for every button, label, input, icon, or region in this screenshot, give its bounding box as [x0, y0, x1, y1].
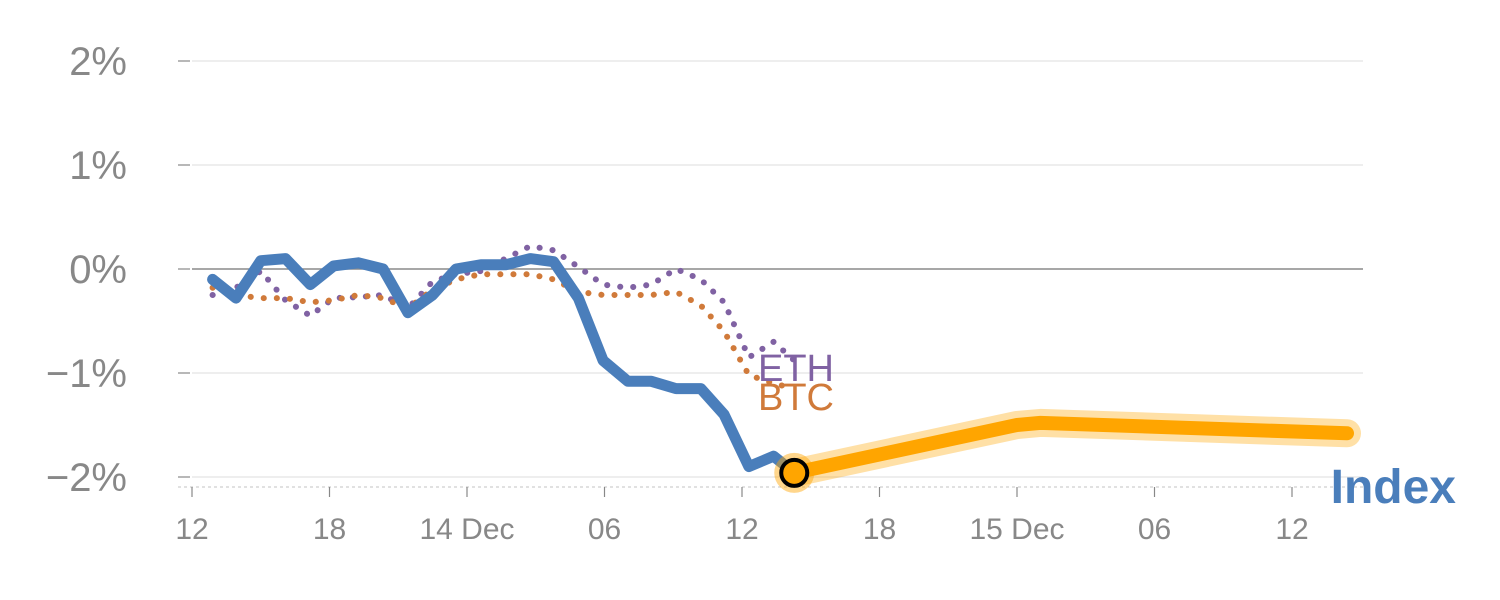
x-tick-label: 14 Dec — [419, 513, 514, 546]
y-tick-label: −2% — [46, 456, 127, 500]
forecast-band — [787, 415, 1354, 480]
eth-line — [209, 243, 798, 364]
index-line — [207, 253, 800, 479]
y-tick-label: −1% — [46, 352, 127, 396]
y-tick-label: 0% — [69, 248, 127, 292]
x-tick-label: 06 — [588, 513, 621, 546]
btc-line — [209, 271, 798, 392]
index-label: Index — [1331, 461, 1457, 514]
y-axis: 2% 1% 0% −1% −2% — [46, 40, 190, 500]
series-layer — [207, 243, 1361, 493]
y-tick-label: 1% — [69, 144, 127, 188]
x-axis: 12 18 14 Dec 06 12 18 15 Dec 06 12 — [175, 486, 1363, 546]
x-tick-label: 15 Dec — [969, 513, 1064, 546]
eth-label: ETH — [758, 348, 834, 390]
x-tick-label: 12 — [175, 513, 208, 546]
x-tick-label: 18 — [863, 513, 896, 546]
x-tick-label: 12 — [1275, 513, 1308, 546]
x-tick-label: 18 — [313, 513, 346, 546]
y-tick-label: 2% — [69, 40, 127, 84]
x-tick-label: 12 — [725, 513, 758, 546]
btc-label: BTC — [758, 377, 834, 419]
x-tick-label: 06 — [1138, 513, 1171, 546]
endpoint-marker — [779, 457, 810, 488]
